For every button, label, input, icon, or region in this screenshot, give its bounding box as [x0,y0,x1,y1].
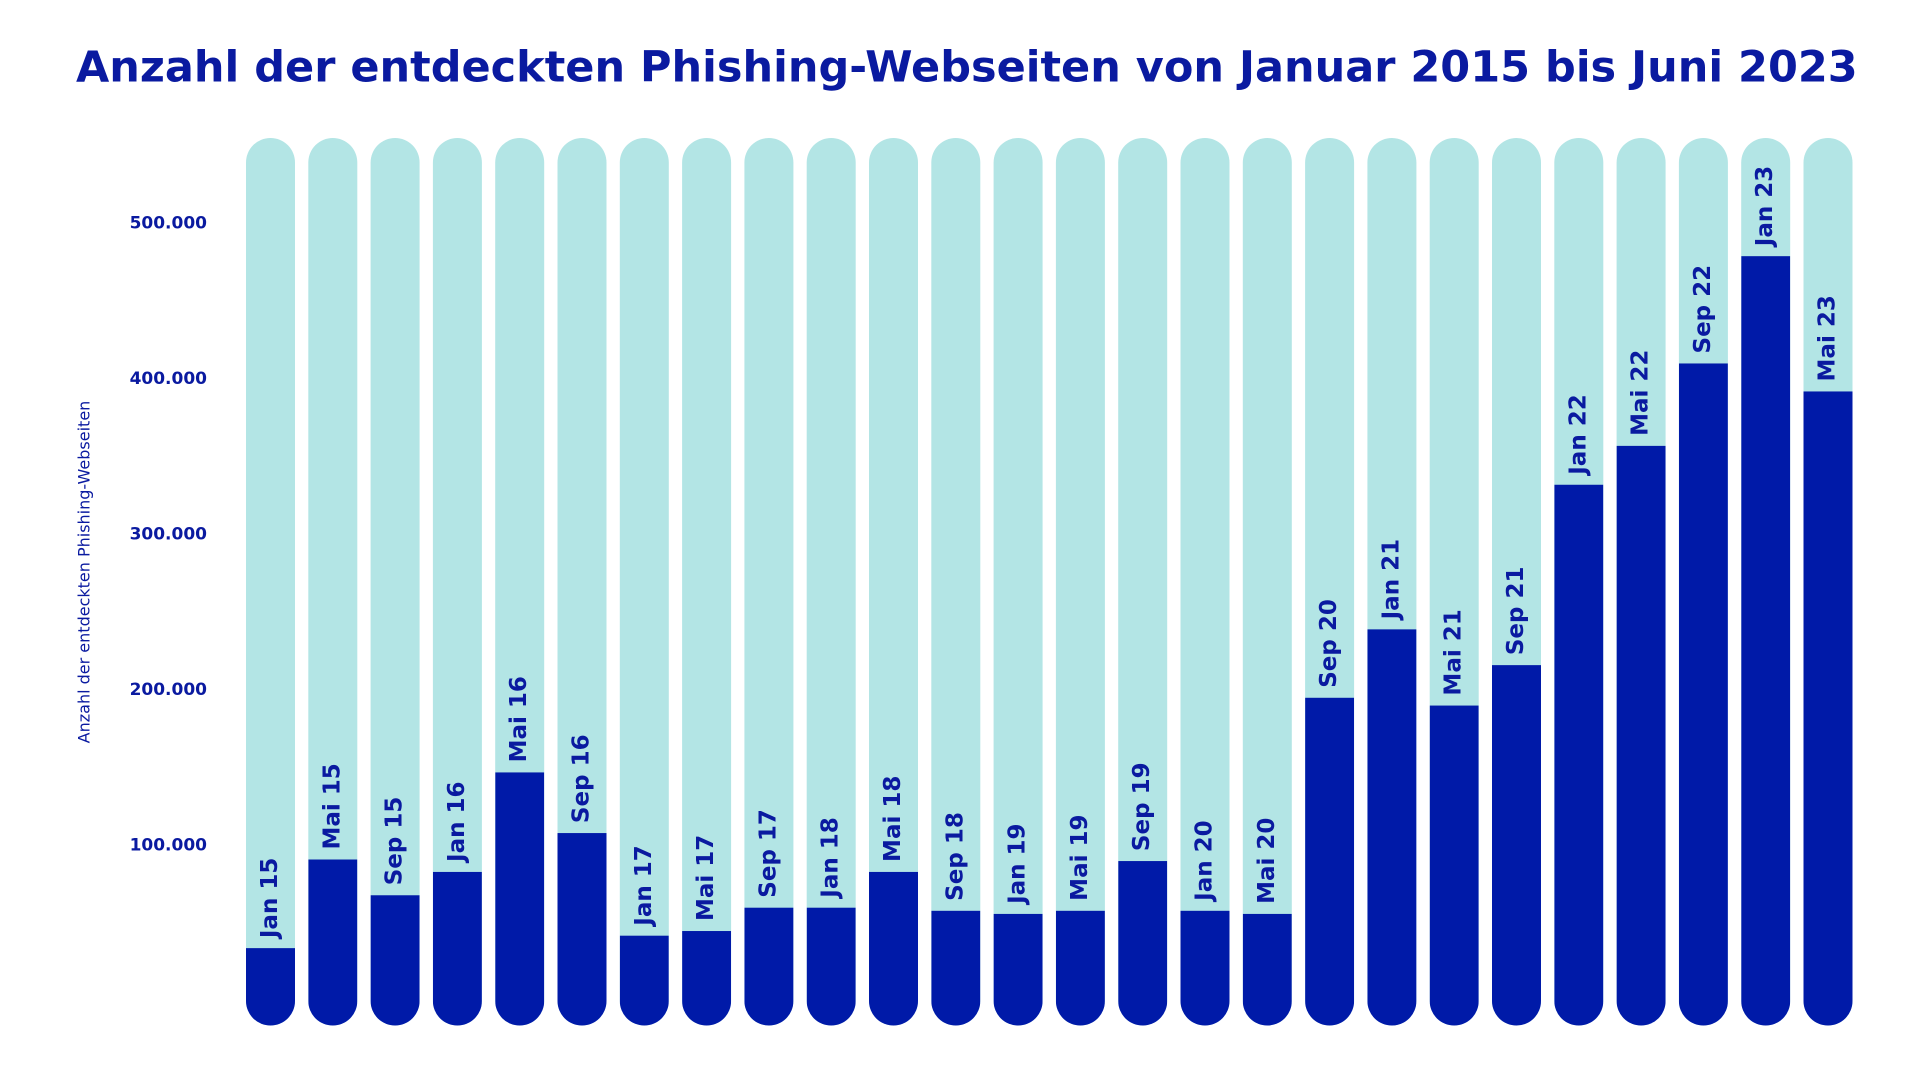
bar-label: Sep 22 [1690,265,1716,354]
bar [308,859,358,1026]
bar-background [619,138,669,1026]
bar-label: Jan 16 [444,781,470,863]
bar-background [308,138,358,1026]
bar [1741,256,1791,1026]
bar-label: Sep 17 [755,809,781,898]
bar-label: Sep 19 [1129,762,1155,851]
bar-label: Sep 21 [1503,566,1529,655]
bar-background [1055,138,1105,1026]
bar-label: Jan 22 [1565,394,1591,476]
bar-background [1180,138,1230,1026]
bar-background [1242,138,1292,1026]
bar-background [1118,138,1168,1026]
bar [370,895,420,1026]
bar-label: Sep 18 [942,812,968,901]
bar-background [557,138,607,1026]
bar-label: Jan 17 [631,845,657,927]
bar [1180,910,1230,1026]
bar-label: Mai 22 [1628,350,1654,436]
bar [744,907,794,1026]
bar [432,871,482,1026]
y-axis-label: Anzahl der entdeckten Phishing-Webseiten [75,401,94,744]
bar-label: Mai 17 [693,835,719,921]
bar-background [744,138,794,1026]
y-tick-label: 500.000 [130,214,208,234]
bar [931,910,981,1026]
bar [1429,705,1479,1026]
bar [1554,484,1604,1026]
bar [869,871,918,1026]
bar-background [246,138,295,1026]
bar-label: Jan 20 [1192,820,1218,902]
bar-background [370,138,420,1026]
bar [1803,391,1853,1026]
bar-background [993,138,1043,1026]
bar [1242,913,1292,1026]
bar-label: Jan 19 [1005,823,1031,905]
y-tick-label: 300.000 [130,525,208,545]
bar-label: Jan 23 [1752,166,1778,248]
bar-background [931,138,981,1026]
bar-label: Mai 18 [880,776,906,862]
bar [619,935,669,1026]
bar [1118,861,1168,1026]
chart-title: Anzahl der entdeckten Phishing-Webseiten… [76,43,1858,93]
bar-label: Sep 16 [569,734,595,823]
bar-label: Jan 15 [257,858,283,940]
y-tick-label: 200.000 [130,680,208,700]
bar-label: Mai 21 [1441,609,1467,695]
bar-background [806,138,856,1026]
bar-label: Sep 15 [382,797,408,886]
bar [1616,445,1666,1026]
bar [557,833,607,1026]
bar [1492,665,1541,1026]
y-tick-label: 400.000 [130,369,208,389]
bar-label: Jan 18 [818,817,844,899]
bar-label: Mai 16 [506,676,532,762]
bar [246,948,295,1026]
bar-background [869,138,918,1026]
bar-label: Mai 20 [1254,818,1280,904]
bar-label: Mai 23 [1815,295,1841,381]
bar [806,907,856,1026]
bar [495,772,545,1026]
bar [682,931,732,1026]
bar-background [432,138,482,1026]
bar-label: Mai 19 [1067,815,1093,901]
y-tick-label: 100.000 [130,836,208,856]
bar [993,913,1043,1026]
bar-label: Jan 21 [1378,539,1404,621]
bar-background [682,138,732,1026]
bar [1305,697,1355,1026]
bar [1678,363,1728,1026]
bar-label: Sep 20 [1316,599,1342,688]
bar [1367,629,1417,1026]
bar-label: Mai 15 [319,763,345,849]
bar [1055,910,1105,1026]
